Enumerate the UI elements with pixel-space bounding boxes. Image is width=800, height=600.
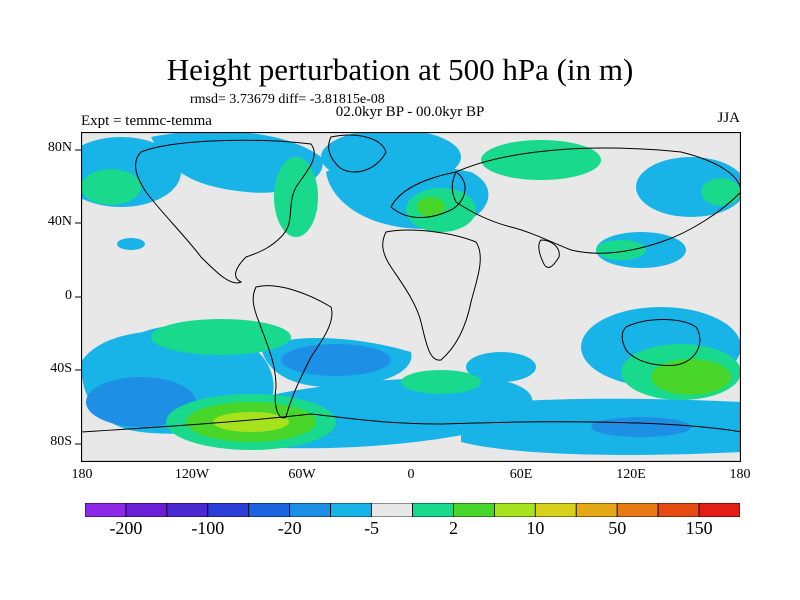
coastlines <box>81 134 741 462</box>
colorbar-swatch <box>412 503 454 517</box>
north-america-outline <box>135 139 315 284</box>
colorbar <box>85 503 740 517</box>
colorbar-swatch <box>330 503 372 517</box>
lat-ticks <box>75 149 81 445</box>
map-frame <box>81 132 741 462</box>
colorbar-swatch <box>534 503 577 517</box>
colorbar-swatch <box>575 503 618 517</box>
shading-south-yellow <box>213 412 289 432</box>
lon-label-0: 0 <box>407 467 415 482</box>
period-label: 02.0kyr BP - 00.0kyr BP <box>335 104 485 120</box>
lat-label-0: 0 <box>65 288 72 303</box>
colorbar-label: 2 <box>448 518 458 538</box>
map-panel <box>81 132 741 462</box>
colorbar-swatch <box>698 503 740 517</box>
colorbar-label: 150 <box>685 518 713 538</box>
colorbar-swatch <box>289 503 332 517</box>
greenland-outline <box>328 134 387 173</box>
colorbar-label: -5 <box>364 518 380 538</box>
lat-label-80n: 80N <box>47 140 72 155</box>
australia-outline <box>621 319 701 366</box>
colorbar-label: -200 <box>109 518 143 538</box>
colorbar-swatch <box>248 503 291 517</box>
colorbar-swatch <box>371 503 413 517</box>
rmsd-stats: rmsd= 3.73679 diff= -3.81815e-08 <box>190 92 385 107</box>
colorbar-swatch <box>657 503 700 517</box>
colorbar-swatch <box>453 503 495 517</box>
shading-north-bright <box>417 197 445 217</box>
europe-outline <box>390 171 466 219</box>
experiment-label: Expt = temmc-temma <box>81 113 212 129</box>
lon-label-180e: 180 <box>729 467 751 482</box>
season-label: JJA <box>717 110 740 126</box>
lon-label-60w: 60W <box>288 467 316 482</box>
colorbar-swatch <box>125 503 168 517</box>
map-title: Height perturbation at 500 hPa (in m) <box>166 52 634 87</box>
lat-label-40s: 40S <box>50 361 72 376</box>
colorbar-swatch <box>85 503 127 517</box>
colorbar-label: -100 <box>191 518 225 538</box>
colorbar-label: -20 <box>277 518 302 538</box>
antarctica-outline <box>81 413 741 462</box>
lon-label-120w: 120W <box>174 467 210 482</box>
colorbar-swatch <box>166 503 209 517</box>
lat-label-40n: 40N <box>47 214 72 229</box>
asia-outline <box>451 147 741 254</box>
colorbar-swatch <box>207 503 250 517</box>
lon-label-60e: 60E <box>509 467 533 482</box>
lon-label-180w: 180 <box>71 467 93 482</box>
lon-label-120e: 120E <box>616 467 646 482</box>
colorbar-label: 10 <box>526 518 545 538</box>
india-outline <box>538 239 560 268</box>
colorbar-swatch <box>493 503 536 517</box>
colorbar-swatch <box>616 503 659 517</box>
lat-label-80s: 80S <box>50 434 72 449</box>
africa-outline <box>382 229 481 361</box>
colorbar-label: 50 <box>608 518 627 538</box>
